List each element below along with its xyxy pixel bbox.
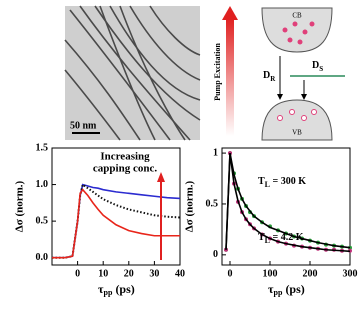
arrow-head <box>157 172 165 182</box>
chart-right: 0 0.5 1 0 100 200 300 Δσ (norm.) τpp (ps) TL = 30… <box>184 147 358 296</box>
x-axis-label: τpp (ps) <box>268 282 305 297</box>
annotation: TL = 4.2 K <box>258 232 304 245</box>
y-axis-label: Δσ (norm.) <box>14 180 26 232</box>
ds-label: DS <box>312 60 323 72</box>
y-tick-label: 0.5 <box>206 198 219 209</box>
pump-label: Pump Excitation <box>213 43 222 101</box>
y-tick-label: 1 <box>213 147 218 158</box>
annotation: TL = 300 K <box>258 176 306 189</box>
y-axis-label: Δσ (norm.) <box>184 180 196 232</box>
x-tick-label: 10 <box>98 268 108 279</box>
x-tick-label: 100 <box>263 268 278 279</box>
x-axis-label: τpp (ps) <box>98 282 135 297</box>
x-tick-label: 30 <box>149 268 159 279</box>
x-tick-label: 0 <box>75 268 80 279</box>
cb-label: CB <box>292 12 302 20</box>
band-diagram: CB VB DS DR <box>262 8 345 140</box>
pump-arrow: Pump Excitation <box>213 6 238 136</box>
y-tick-label: 0.5 <box>36 215 49 226</box>
figure: 50 nm Pump Excitation CB VB DS DR 0.0 0.5… <box>0 0 363 310</box>
y-tick-label: 1.5 <box>36 142 49 153</box>
y-tick-label: 0 <box>213 249 218 260</box>
x-tick-label: 200 <box>303 268 318 279</box>
x-tick-label: 20 <box>124 268 134 279</box>
x-tick-label: 300 <box>343 268 358 279</box>
annotation: Increasing <box>100 151 150 163</box>
tem-image: 50 nm <box>65 6 200 140</box>
chart-left: 0.0 0.5 1.0 1.5 0 10 20 30 40 Δσ (norm.) τpp (ps) I… <box>14 142 185 297</box>
scale-label: 50 nm <box>70 120 97 131</box>
annotation: capping conc. <box>93 163 157 175</box>
vb-label: VB <box>292 129 302 137</box>
x-tick-label: 40 <box>175 268 185 279</box>
y-tick-label: 0.0 <box>36 252 49 263</box>
dr-label: DR <box>263 70 276 82</box>
x-tick-label: 0 <box>228 268 233 279</box>
plot-frame <box>222 148 350 265</box>
y-tick-label: 1.0 <box>36 179 49 190</box>
